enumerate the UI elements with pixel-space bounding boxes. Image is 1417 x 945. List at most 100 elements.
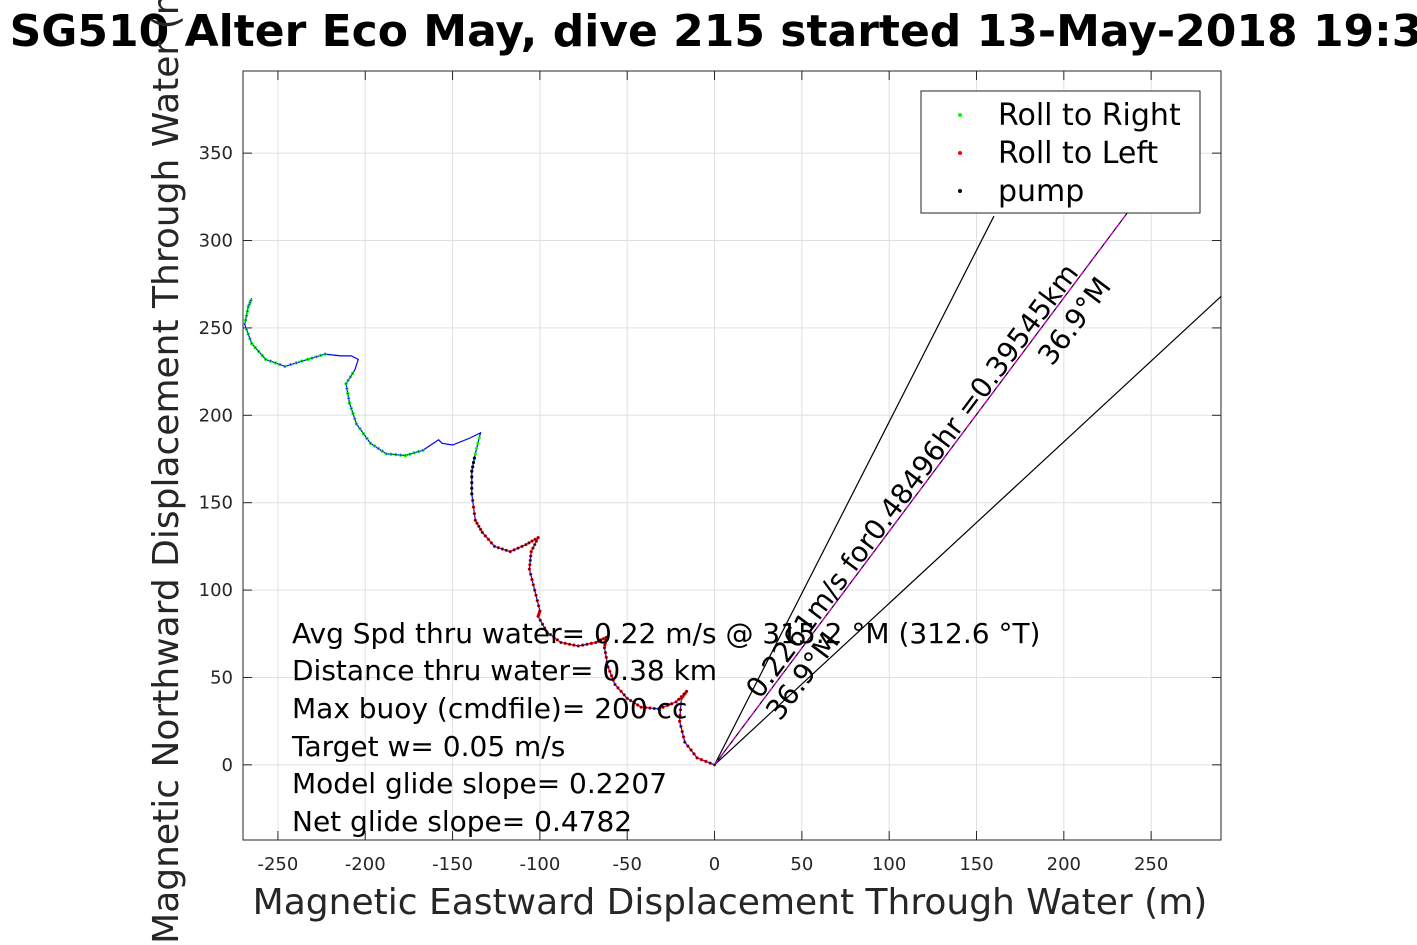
track-dot <box>261 354 263 357</box>
annotation-max-buoy: Max buoy (cmdfile)= 200 cc <box>292 692 687 725</box>
pump-point <box>683 693 685 695</box>
pump-point <box>490 542 493 544</box>
roll-right-point <box>476 441 480 445</box>
y-tick-label: 0 <box>222 755 233 776</box>
track-dot <box>354 418 356 420</box>
x-tick-label: 100 <box>872 854 906 875</box>
pump-point <box>607 666 609 668</box>
pump-point <box>700 758 703 761</box>
pump-point <box>474 519 477 522</box>
track-dot <box>422 449 424 451</box>
pump-point <box>657 708 660 710</box>
pump-point <box>636 704 639 706</box>
track-dot <box>352 412 354 415</box>
x-tick-label: -200 <box>345 854 386 875</box>
track-dot <box>279 363 281 366</box>
y-tick-label: 250 <box>199 318 233 339</box>
pump-point <box>709 762 712 764</box>
track-dot <box>249 338 251 340</box>
roll-right-point <box>473 452 477 456</box>
pump-point <box>477 525 480 528</box>
track-dot <box>348 397 350 399</box>
pump-point <box>682 736 685 738</box>
pump-point <box>501 548 504 550</box>
y-tick-label: 300 <box>199 231 233 252</box>
pump-point <box>577 645 580 647</box>
pump-point <box>543 627 546 629</box>
pump-point <box>509 550 512 553</box>
pump-point <box>633 701 636 704</box>
track-dot <box>247 333 249 335</box>
y-tick-label: 50 <box>210 667 233 688</box>
pump-point <box>532 547 534 549</box>
y-tick-label: 350 <box>199 143 233 164</box>
track-dot <box>349 376 352 378</box>
pump-point <box>620 690 622 693</box>
pump-point <box>604 639 607 641</box>
x-tick-label: -150 <box>432 854 473 875</box>
pump-point <box>470 492 474 496</box>
pump-point <box>612 679 615 681</box>
pump-point <box>539 619 542 622</box>
pump-point <box>680 725 682 728</box>
track-dot <box>289 363 292 366</box>
track-dot <box>409 453 411 455</box>
x-tick-label: 250 <box>1134 854 1168 875</box>
x-tick-label: 50 <box>790 854 813 875</box>
pump-point <box>484 535 487 537</box>
pump-point <box>539 610 541 612</box>
pump-point <box>606 661 608 664</box>
pump-point <box>529 555 532 557</box>
pump-point <box>675 701 677 703</box>
cone-line <box>714 296 1221 766</box>
track-dot <box>306 358 309 361</box>
pump-point <box>617 687 619 689</box>
track-dot <box>250 299 252 302</box>
pump-point <box>549 633 552 636</box>
pump-point <box>528 568 531 570</box>
track-dot <box>346 387 348 390</box>
track-dot <box>399 454 402 456</box>
legend-marker-pump <box>958 189 962 193</box>
track-dot <box>265 358 267 361</box>
pump-point <box>687 745 689 747</box>
track-dot <box>359 428 361 430</box>
pump-point <box>605 656 608 659</box>
legend-marker-roll-left <box>958 151 962 155</box>
pump-point <box>597 640 600 643</box>
legend-label-roll-right: Roll to Right <box>998 98 1181 133</box>
annotation-block: Avg Spd thru water= 0.22 m/s @ 315.2 °M … <box>291 617 1040 838</box>
pump-point <box>623 694 626 696</box>
pump-point <box>521 545 523 548</box>
markers <box>243 298 717 767</box>
track-dot <box>284 365 286 368</box>
pump-point <box>531 578 533 581</box>
pump-point <box>670 702 673 705</box>
pump-point <box>534 538 536 541</box>
track-dot <box>315 356 318 358</box>
x-tick-label: 200 <box>1047 854 1081 875</box>
pump-point <box>531 540 533 542</box>
pump-point <box>560 641 562 644</box>
track-dot <box>362 433 365 435</box>
pump-point <box>471 460 476 465</box>
track-dot <box>413 452 415 454</box>
x-tick-label: -100 <box>519 854 560 875</box>
pump-point <box>481 531 484 534</box>
pump-point <box>590 642 593 645</box>
pump-point <box>693 753 695 755</box>
track-dot <box>395 453 397 456</box>
track-dot <box>301 360 303 362</box>
track-dot <box>390 453 392 455</box>
pump-point <box>629 699 632 702</box>
track-dot <box>404 454 407 457</box>
pump-point <box>604 644 606 646</box>
pump-point <box>605 636 608 639</box>
track-dot <box>245 315 248 317</box>
track-dot <box>385 453 387 455</box>
pump-point <box>681 730 684 733</box>
pump-point <box>581 644 584 646</box>
pump-point <box>487 538 490 541</box>
pump-point <box>713 763 716 766</box>
pump-point <box>614 683 616 686</box>
